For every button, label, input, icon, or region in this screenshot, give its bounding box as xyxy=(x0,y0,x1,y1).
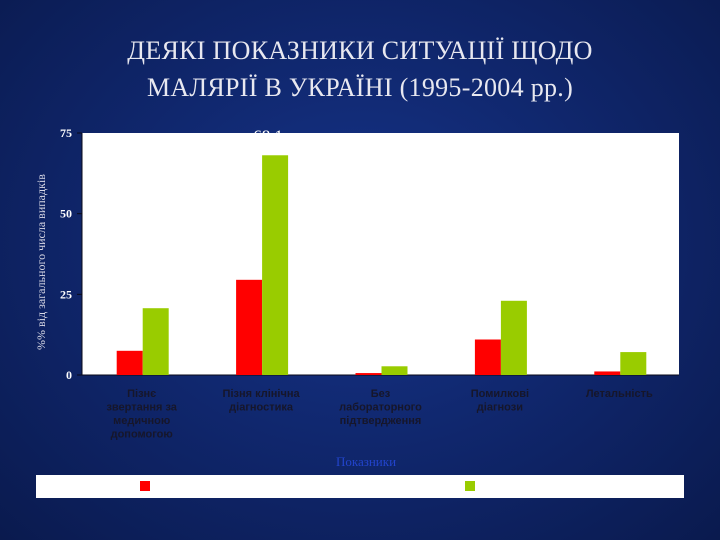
data-label: 11 xyxy=(479,313,495,332)
legend-label: 2000-2004 рр. xyxy=(479,480,567,496)
legend-box xyxy=(36,475,684,498)
x-tick-label: Пізня клінічна xyxy=(223,388,301,400)
slide-title: ДЕЯКІ ПОКАЗНИКИ СИТУАЦІЇ ЩОДО МАЛЯРІЇ В … xyxy=(0,32,720,106)
x-tick-label: Помилкові xyxy=(471,388,529,400)
x-tick-label: медичною xyxy=(113,415,170,427)
data-label: 68,1 xyxy=(253,126,283,145)
legend-label: 1995-1999 рр. xyxy=(154,480,242,496)
x-tick-label: діагностика xyxy=(229,402,294,414)
bar-series2-cat2 xyxy=(262,155,289,375)
bar-series1-cat2 xyxy=(236,279,263,375)
y-tick-label: 75 xyxy=(60,126,72,140)
x-tick-label: діагнози xyxy=(477,402,523,414)
data-label: 0,6 xyxy=(343,342,364,361)
bar-series2-cat4 xyxy=(500,300,527,375)
data-label: 20,7 xyxy=(134,278,164,297)
x-tick-label: лабораторного xyxy=(339,402,422,414)
legend-swatch xyxy=(140,481,150,491)
bar-series1-cat4 xyxy=(474,339,501,375)
x-tick-label: допомогою xyxy=(111,429,173,441)
bar-series1-cat1 xyxy=(116,350,143,375)
data-label: 23 xyxy=(508,272,525,291)
y-tick-label: 25 xyxy=(60,287,72,301)
data-label: 7,1 xyxy=(626,321,647,340)
x-tick-label: Летальність xyxy=(586,388,653,400)
y-tick-label: 0 xyxy=(66,368,72,382)
title-line-1: ДЕЯКІ ПОКАЗНИКИ СИТУАЦІЇ ЩОДО xyxy=(127,36,593,65)
y-tick-label: 50 xyxy=(60,207,72,221)
data-label: 1,1 xyxy=(578,338,599,357)
data-label: 2,7 xyxy=(385,335,407,354)
data-label: 29,5 xyxy=(229,243,259,262)
data-label: 7,5 xyxy=(114,308,135,327)
title-line-2: МАЛЯРІЇ В УКРАЇНІ (1995-2004 рр.) xyxy=(146,73,574,102)
x-tick-label: звертання за xyxy=(106,402,177,414)
y-axis-title: %% від загального числа випадків xyxy=(34,174,48,350)
bar-series1-cat3 xyxy=(355,373,382,375)
x-tick-label: Пізнє xyxy=(127,388,156,400)
x-tick-label: Без xyxy=(371,388,391,400)
legend-swatch xyxy=(465,481,475,491)
bar-series1-cat5 xyxy=(594,371,621,375)
bar-series2-cat1 xyxy=(142,308,169,375)
bar-series2-cat5 xyxy=(620,352,647,375)
bar-series2-cat3 xyxy=(381,366,408,375)
x-tick-label: підтвердження xyxy=(340,415,422,427)
x-axis-title: Показники xyxy=(336,454,396,469)
plot-area xyxy=(82,133,679,375)
